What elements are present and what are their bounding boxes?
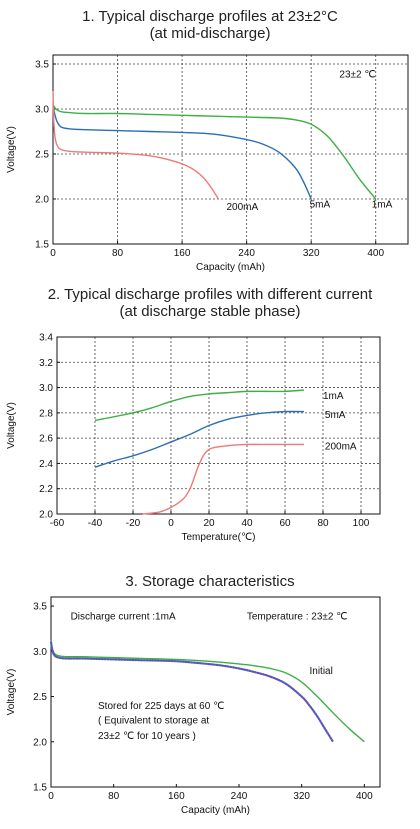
chart-2-y-tick-label: 2.2 xyxy=(39,484,53,495)
chart-2-plot-frame xyxy=(56,336,381,515)
chart-2-series-line-0 xyxy=(94,389,305,422)
chart-2-y-tick-label: 2.4 xyxy=(39,459,53,470)
chart-1-y-tick-label: 3.0 xyxy=(35,105,49,116)
chart-3-plot-frame xyxy=(50,596,381,788)
chart-1-x-tick-label: 160 xyxy=(174,248,191,259)
chart-3: 0 80 160 240 320 400 1.5 2.0 2.5 3.0 3.5 Capacity (… xyxy=(6,596,381,816)
chart-3-y-axis-label: Voltage(V) xyxy=(6,669,17,716)
chart-1-x-tick-label: 320 xyxy=(303,248,320,259)
chart-1-y-tick-label: 2.0 xyxy=(35,195,49,206)
chart-3-annotation-0: Discharge current :1mA xyxy=(71,612,176,623)
chart-2-series-line-1 xyxy=(94,410,305,468)
chart-2-y-axis-label: Voltage(V) xyxy=(6,402,17,449)
chart-2-y-tick-label: 3.0 xyxy=(39,383,53,394)
chart-1-plot-frame xyxy=(52,54,409,245)
chart-1-series-line-1 xyxy=(52,106,312,200)
chart-2-series-label-2: 200mA xyxy=(325,442,357,453)
chart-1-x-tick-label: 400 xyxy=(367,248,384,259)
chart-3-series-line-0 xyxy=(50,640,365,743)
chart-3-y-tick-label: 3.0 xyxy=(33,647,47,658)
chart-2-x-tick-label: 20 xyxy=(203,518,215,529)
chart-2-title: 2. Typical discharge profiles with diffe… xyxy=(47,286,373,320)
chart-2-y-tick-label: 2.6 xyxy=(39,434,53,445)
chart-1-y-tick-label: 3.5 xyxy=(35,60,49,71)
chart-2: -60 -40 -20 0 20 40 60 80 100 2.0 2.2 2.4 2.6 2.8 3.0 3… xyxy=(6,333,381,543)
chart-2-series-line-2 xyxy=(142,443,304,515)
chart-3-series-line-1 xyxy=(49,641,335,743)
chart-2-y-tick-label: 2.8 xyxy=(39,408,53,419)
chart-1-y-tick-label: 2.5 xyxy=(35,150,49,161)
chart-2-x-tick-label: -20 xyxy=(126,518,141,529)
chart-1-x-axis-label: Capacity (mAh) xyxy=(196,262,265,273)
chart-1: 0 80 160 240 320 400 1.5 2.0 2.5 3.0 3.5 Capacity (… xyxy=(6,54,409,273)
chart-1-x-tick-label: 0 xyxy=(50,248,56,259)
chart-3-annotation-3: Stored for 225 days at 60 ℃ xyxy=(98,701,224,712)
chart-1-y-tick-label: 1.5 xyxy=(35,240,49,251)
chart-3-annotation-1: Temperature : 23±2 ℃ xyxy=(247,612,348,623)
chart-3-x-axis-label: Capacity (mAh) xyxy=(181,805,250,816)
chart-1-series-label-0: 1mA xyxy=(372,200,393,211)
chart-3-y-tick-label: 1.5 xyxy=(33,783,47,794)
chart-2-x-tick-label: -40 xyxy=(88,518,103,529)
chart-1-annotation-0: 23±2 ℃ xyxy=(339,70,375,81)
chart-2-x-tick-label: 100 xyxy=(353,518,370,529)
chart-3-annotation-5: 23±2 ℃ for 10 years ) xyxy=(98,731,196,742)
chart-2-x-tick-label: 80 xyxy=(317,518,329,529)
chart-3-x-tick-label: 240 xyxy=(231,791,248,802)
chart-3-annotation-4: ( Equivalent to storage at xyxy=(98,716,209,727)
chart-2-x-tick-label: 0 xyxy=(168,518,174,529)
chart-2-x-tick-label: 40 xyxy=(241,518,253,529)
chart-3-y-tick-label: 3.5 xyxy=(33,602,47,613)
chart-1-title: 1. Typical discharge profiles at 23±2°C … xyxy=(82,8,338,42)
chart-2-x-tick-label: 60 xyxy=(279,518,291,529)
chart-2-x-axis-label: Temperature(℃) xyxy=(181,532,255,543)
chart-1-x-tick-label: 240 xyxy=(238,248,255,259)
chart-2-y-tick-label: 3.4 xyxy=(39,333,53,344)
chart-3-x-tick-label: 80 xyxy=(108,791,120,802)
chart-3-y-tick-label: 2.5 xyxy=(33,692,47,703)
chart-1-x-tick-label: 80 xyxy=(112,248,124,259)
chart-1-y-axis-label: Voltage(V) xyxy=(6,126,17,173)
chart-1-series-label-1: 5mA xyxy=(310,200,331,211)
chart-3-title: 3. Storage characteristics xyxy=(125,573,295,590)
chart-1-series-line-0 xyxy=(52,104,377,200)
chart-3-annotation-2: Initial xyxy=(310,666,333,677)
chart-2-series-label-0: 1mA xyxy=(323,391,344,402)
chart-3-x-tick-label: 160 xyxy=(168,791,185,802)
chart-3-x-tick-label: 320 xyxy=(293,791,310,802)
chart-3-x-tick-label: 0 xyxy=(48,791,54,802)
chart-2-x-tick-label: -60 xyxy=(50,518,65,529)
chart-3-x-tick-label: 400 xyxy=(356,791,373,802)
chart-1-series-line-2 xyxy=(52,90,219,200)
chart-2-y-tick-label: 3.2 xyxy=(39,358,53,369)
chart-3-y-tick-label: 2.0 xyxy=(33,737,47,748)
chart-2-y-tick-label: 2.0 xyxy=(39,510,53,521)
chart-1-series-label-2: 200mA xyxy=(226,202,258,213)
chart-2-series-label-1: 5mA xyxy=(325,410,346,421)
